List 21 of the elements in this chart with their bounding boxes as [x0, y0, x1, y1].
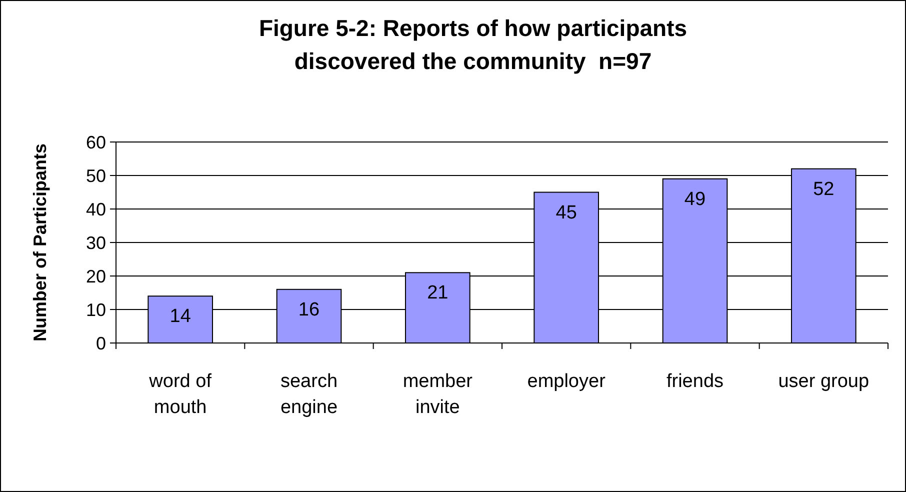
data-label: 45 — [556, 202, 577, 224]
y-tick-label: 20 — [86, 266, 106, 286]
data-label: 21 — [427, 282, 448, 304]
x-tick-label: user group — [778, 371, 870, 392]
x-tick-label: employer — [527, 371, 606, 392]
y-tick-label: 0 — [96, 333, 106, 354]
data-label: 16 — [298, 299, 320, 320]
x-tick-label: search engine — [280, 371, 338, 418]
y-tick-label: 30 — [86, 232, 106, 253]
y-tick-label: 60 — [86, 132, 106, 152]
y-axis-title: Number of Participants — [30, 143, 50, 342]
y-tick-label: 40 — [86, 199, 106, 220]
data-label: 49 — [684, 188, 706, 210]
chart-title: Figure 5-2: Reports of how participants discovered the community n=97 — [258, 15, 688, 74]
data-label: 14 — [170, 306, 192, 328]
x-tick-label: member invite — [402, 371, 474, 418]
y-tick-label: 10 — [86, 300, 106, 320]
y-tick-label: 50 — [86, 166, 106, 186]
data-label: 52 — [813, 178, 834, 200]
x-tick-label: friends — [666, 371, 724, 392]
x-tick-label: word of mouth — [148, 371, 212, 418]
